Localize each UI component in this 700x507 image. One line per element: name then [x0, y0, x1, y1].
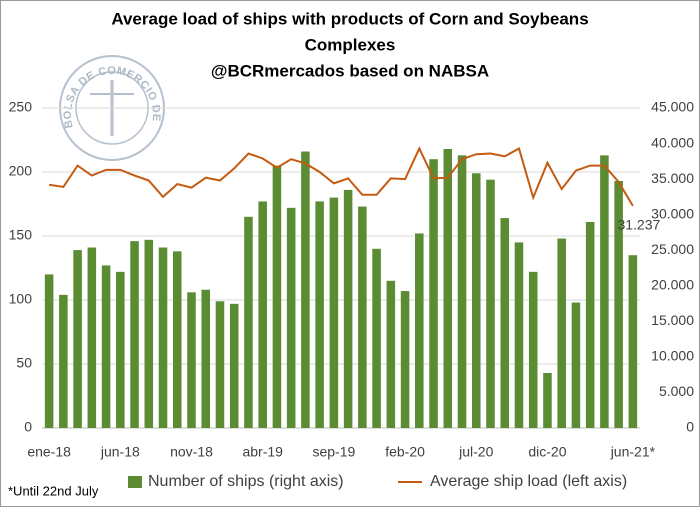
- bar: [272, 165, 282, 428]
- x-tick-label: feb-20: [385, 444, 425, 460]
- y2-tick-label: 0: [686, 419, 694, 435]
- bar: [315, 201, 324, 428]
- bar: [628, 255, 638, 428]
- y2-tick-label: 15.000: [651, 312, 694, 328]
- line: [48, 146, 634, 207]
- bar: [286, 207, 296, 428]
- bar: [172, 251, 182, 428]
- legend-label: Average ship load (left axis): [430, 473, 627, 490]
- bar: [443, 148, 453, 428]
- bar: [59, 294, 68, 428]
- bar: [329, 197, 339, 428]
- y-tick-label: 0: [24, 419, 32, 435]
- x-tick-label: ene-18: [27, 444, 71, 460]
- bar: [500, 218, 510, 428]
- bar: [571, 302, 581, 428]
- bar: [44, 274, 54, 428]
- bar: [543, 372, 552, 428]
- bar: [372, 248, 381, 428]
- bar: [600, 155, 609, 429]
- y-tick-label: 100: [9, 291, 33, 307]
- bar: [614, 180, 623, 428]
- y2-tick-label: 35.000: [651, 170, 694, 186]
- bar: [528, 271, 538, 428]
- bar: [415, 233, 424, 428]
- data-label: 31.237: [617, 217, 660, 233]
- bar: [400, 291, 410, 428]
- y-tick-label: 150: [9, 227, 33, 243]
- x-tick-label: jun-18: [100, 444, 140, 460]
- bar: [429, 159, 438, 428]
- bar: [358, 206, 367, 428]
- bar: [258, 201, 267, 428]
- bar: [130, 241, 139, 428]
- y2-tick-label: 40.000: [651, 134, 694, 150]
- x-tick-label: nov-18: [170, 444, 213, 460]
- y2-tick-label: 45.000: [651, 99, 694, 115]
- x-tick-label: dic-20: [528, 444, 566, 460]
- x-tick-label: sep-19: [312, 444, 355, 460]
- bar: [229, 303, 239, 428]
- bar: [557, 238, 566, 428]
- bar: [158, 247, 168, 428]
- bar: [73, 250, 82, 428]
- bar: [87, 247, 97, 428]
- chart-title: Complexes: [305, 35, 396, 54]
- chart-title: @BCRmercados based on NABSA: [211, 61, 489, 80]
- bar: [116, 271, 125, 428]
- y-tick-label: 200: [9, 163, 33, 179]
- legend-swatch: [128, 476, 142, 488]
- y2-tick-label: 25.000: [651, 241, 694, 257]
- legend-label: Number of ships (right axis): [148, 473, 344, 490]
- x-tick-label: jul-20: [458, 444, 493, 460]
- bar: [514, 242, 524, 428]
- footnote: *Until 22nd July: [8, 483, 99, 498]
- x-tick-label: jun-21*: [610, 444, 656, 460]
- bar: [471, 173, 481, 428]
- y2-tick-label: 30.000: [651, 205, 694, 221]
- bar: [343, 189, 353, 428]
- bar: [187, 292, 196, 428]
- y-tick-label: 50: [16, 355, 32, 371]
- y2-tick-label: 10.000: [651, 348, 694, 364]
- bar: [144, 239, 154, 428]
- bar: [215, 301, 225, 428]
- bar: [301, 151, 310, 428]
- chart-title: Average load of ships with products of C…: [111, 9, 588, 28]
- y-tick-label: 250: [9, 99, 33, 115]
- x-tick-label: abr-19: [242, 444, 283, 460]
- bar: [585, 221, 595, 428]
- bar: [101, 265, 111, 428]
- bar: [486, 179, 495, 428]
- bar: [201, 289, 211, 428]
- bar: [457, 155, 467, 429]
- y2-tick-label: 5.000: [659, 383, 694, 399]
- bar: [386, 280, 396, 428]
- bar: [244, 216, 253, 428]
- y2-tick-label: 20.000: [651, 276, 694, 292]
